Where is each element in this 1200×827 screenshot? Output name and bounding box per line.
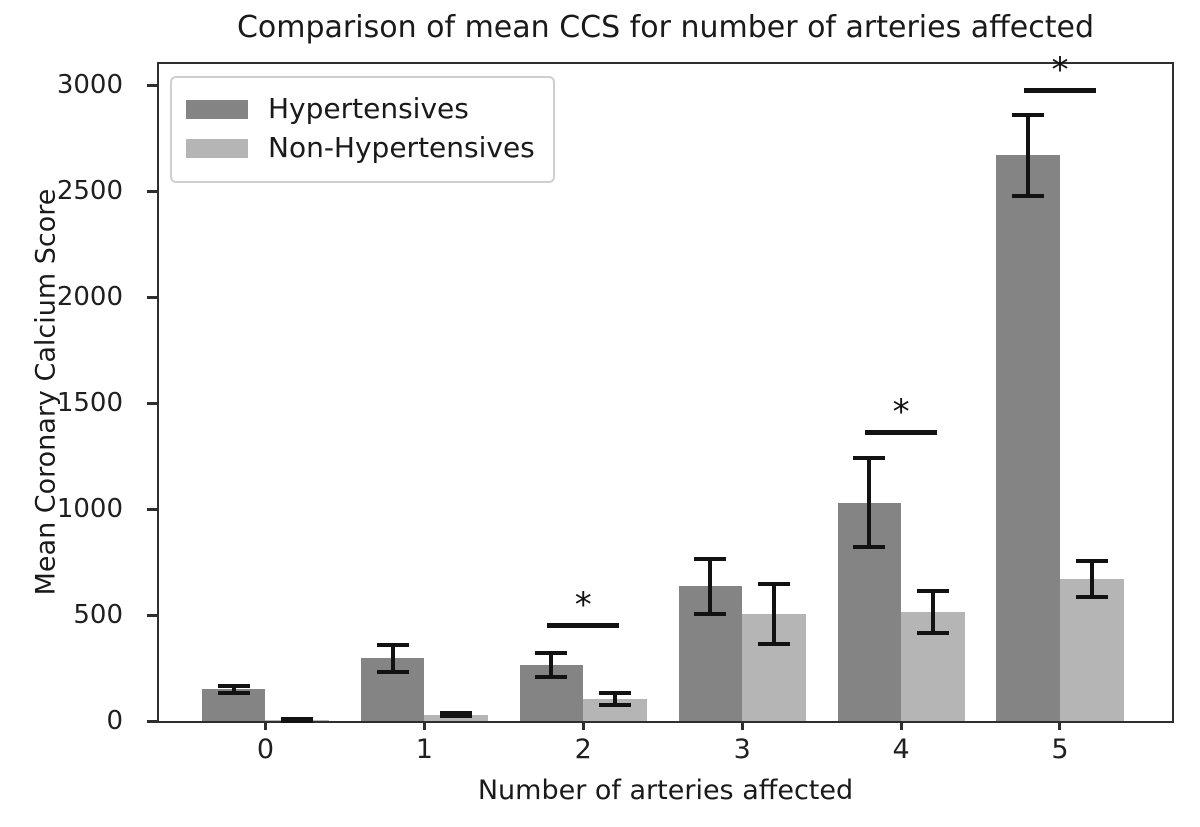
error-bar-cap [853,456,886,461]
error-bar-cap [281,719,314,723]
y-tick-label: 2500 [56,176,123,207]
error-bar-non-hypertensives-3 [757,582,790,646]
x-tick-label: 4 [892,734,910,765]
y-tick-mark [147,401,157,405]
legend-label: Hypertensives [268,92,469,125]
error-bar-stem [1026,112,1031,198]
y-tick-label: 2000 [56,282,123,313]
error-bar-stem [613,690,618,707]
bar-hypertensives-0 [201,689,266,721]
y-tick-label: 1000 [56,494,123,525]
y-tick-mark [147,83,157,87]
y-tick-label: 3000 [56,70,123,101]
error-bar-stem [1089,558,1094,600]
significance-asterisk: * [892,391,910,432]
error-bar-hypertensives-5 [1012,112,1045,198]
significance-line [547,623,620,629]
x-tick-mark [899,721,903,730]
legend-item: Non-Hypertensives [186,132,535,164]
significance-line [1024,87,1096,93]
error-bar-cap [376,642,409,647]
error-bar-stem [867,456,872,550]
chart-title: Comparison of mean CCS for number of art… [236,10,1095,45]
error-bar-cap [281,717,314,721]
significance-asterisk: * [1051,49,1069,90]
error-bar-cap [757,641,790,646]
y-tick-mark [147,189,157,193]
y-tick-label: 1500 [56,388,123,419]
error-bar-cap [535,674,568,679]
error-bar-stem [708,556,713,617]
error-bar-cap [916,631,949,636]
error-bar-stem [549,651,554,679]
error-bar-non-hypertensives-2 [599,690,632,707]
bar-non-hypertensives-5 [1059,579,1124,721]
error-bar-stem [930,588,935,636]
legend-swatch-hypertensives [186,99,248,119]
error-bar-cap [599,690,632,695]
error-bar-hypertensives-0 [217,683,250,695]
y-tick-label: 0 [106,706,123,736]
error-bar-non-hypertensives-1 [440,711,473,718]
x-tick-mark [740,721,744,730]
error-bar-cap [217,683,250,688]
x-tick-mark [1058,721,1062,730]
significance-line [865,430,937,436]
significance-asterisk: * [574,584,592,625]
x-tick-label: 0 [256,734,275,765]
error-bar-cap [853,545,886,550]
y-tick-label: 500 [73,600,123,631]
bar-non-hypertensives-1 [424,714,488,721]
error-bar-hypertensives-1 [376,642,409,675]
error-bar-hypertensives-4 [853,456,886,550]
legend-label: Non-Hypertensives [268,131,535,164]
error-bar-cap [440,711,473,716]
error-bar-non-hypertensives-4 [916,588,949,636]
error-bar-non-hypertensives-0 [281,717,314,723]
error-bar-hypertensives-3 [694,556,727,617]
error-bar-stem [231,683,236,695]
x-tick-label: 2 [574,734,592,765]
error-bar-stem [390,642,395,675]
y-tick-mark [147,613,157,617]
error-bar-cap [440,713,473,718]
legend-item: Hypertensives [186,93,535,125]
x-tick-label: 1 [415,734,433,765]
y-tick-mark [147,507,157,511]
y-tick-mark [147,295,157,299]
error-bar-non-hypertensives-5 [1075,558,1108,600]
error-bar-cap [916,588,949,593]
bar-hypertensives-5 [996,155,1060,721]
error-bar-cap [757,582,790,587]
error-bar-cap [1075,558,1108,563]
error-bar-cap [535,651,568,656]
error-bar-cap [376,670,409,675]
legend: Hypertensives Non-Hypertensives [170,76,555,183]
error-bar-hypertensives-2 [535,651,568,679]
plot-area: Hypertensives Non-Hypertensives 0 500 1000 1… [57,53,1174,763]
error-bar-cap [1012,193,1045,198]
error-bar-cap [217,690,250,695]
legend-swatch-non-hypertensives [186,138,248,158]
y-tick-mark [147,719,157,723]
x-axis-label: Number of arteries affected [477,775,854,806]
x-tick-mark [581,721,585,730]
x-tick-label: 3 [733,734,751,765]
error-bar-cap [1075,595,1108,600]
x-tick-mark [263,721,267,730]
error-bar-cap [1012,112,1045,117]
x-tick-mark [422,721,426,730]
error-bar-cap [599,702,632,707]
error-bar-stem [771,582,776,646]
x-tick-label: 5 [1051,734,1069,765]
error-bar-cap [694,556,727,561]
error-bar-cap [694,612,727,617]
